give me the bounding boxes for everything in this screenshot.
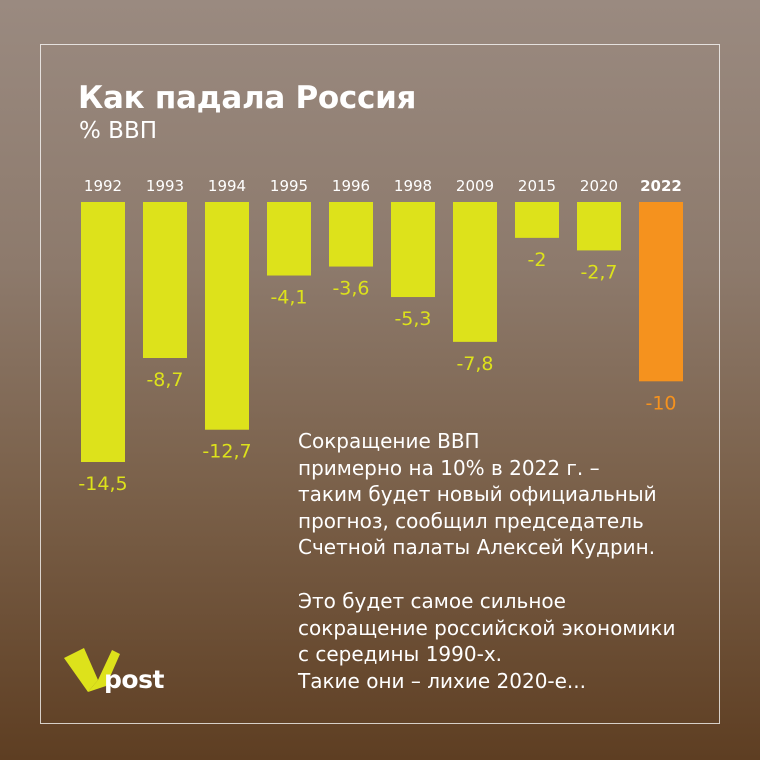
year-label: 1994	[208, 177, 246, 195]
logo-text: post	[104, 665, 164, 694]
description-paragraph-1: Сокращение ВВП примерно на 10% в 2022 г. …	[298, 428, 698, 561]
value-label: -12,7	[202, 441, 251, 463]
bar-2015	[515, 202, 559, 238]
paragraph-line: прогноз, сообщил председатель	[298, 508, 644, 533]
paragraph-line: Такие они – лихие 2020-е...	[298, 668, 587, 693]
value-label: -4,1	[270, 287, 307, 309]
paragraph-line: сокращение российской экономики	[298, 615, 676, 640]
bar-2020	[577, 202, 621, 251]
paragraph-line: Счетной палаты Алексей Кудрин.	[298, 535, 656, 559]
year-label: 1998	[394, 177, 432, 195]
paragraph-line: Это будет самое сильное	[298, 589, 566, 613]
year-label: 1992	[84, 177, 122, 195]
value-label: -5,3	[394, 308, 431, 330]
v-logo-icon	[64, 648, 120, 692]
value-label: -2,7	[580, 261, 617, 283]
description-paragraph-2: Это будет самое сильное сокращение россий…	[298, 588, 698, 694]
paragraph-line: Сокращение ВВП	[298, 429, 480, 453]
chart-subtitle: % ВВП	[79, 118, 158, 144]
year-label: 1996	[332, 177, 370, 195]
bar-1994	[205, 202, 249, 430]
chart-title: Как падала Россия	[78, 80, 417, 116]
year-label: 2015	[518, 177, 556, 195]
paragraph-line: примерно на 10% в 2022 г. –	[298, 455, 600, 480]
content-frame	[40, 44, 720, 724]
year-label: 1995	[270, 177, 308, 195]
year-label: 2009	[456, 177, 494, 195]
bar-1992	[81, 202, 125, 462]
value-label: -7,8	[456, 353, 493, 375]
bar-2022	[639, 202, 683, 382]
value-label: -10	[645, 392, 676, 414]
bar-chart: 1992 -14,5 1993 -8,7 1994 -12,7 1995 -4,1 1996 -3…	[78, 177, 683, 495]
year-label: 2020	[580, 177, 618, 195]
year-label: 2022	[640, 177, 682, 195]
bar-1996	[329, 202, 373, 267]
bar-2009	[453, 202, 497, 342]
bar-1993	[143, 202, 187, 358]
bar-1995	[267, 202, 311, 276]
paragraph-line: с середины 1990-х.	[298, 642, 503, 666]
value-label: -8,7	[146, 369, 183, 391]
bar-1998	[391, 202, 435, 298]
value-label: -3,6	[332, 278, 369, 300]
year-label: 1993	[146, 177, 184, 195]
paragraph-line: таким будет новый официальный	[298, 482, 657, 506]
value-label: -2	[528, 249, 547, 271]
value-label: -14,5	[78, 473, 127, 495]
